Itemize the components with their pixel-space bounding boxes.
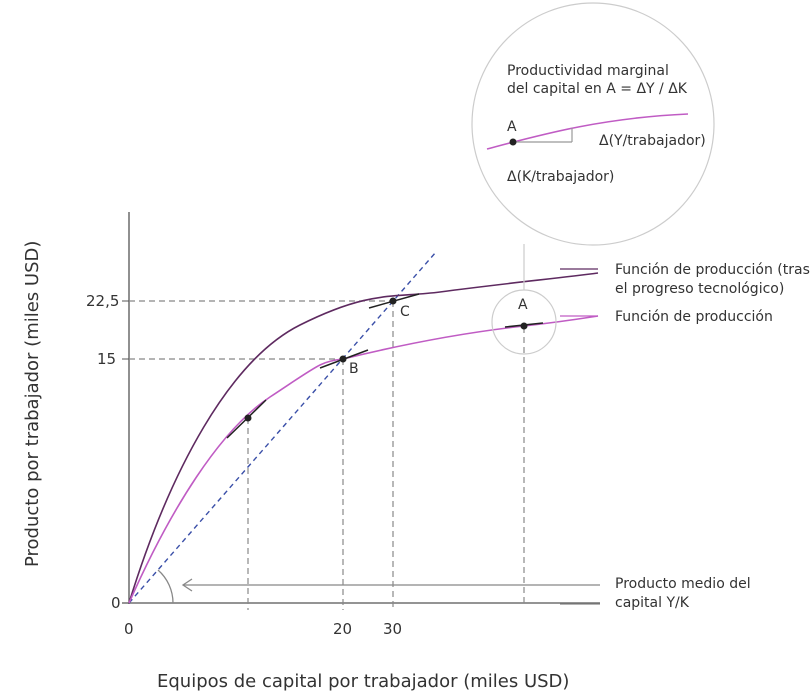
point-c-label: C <box>400 304 410 320</box>
point-b <box>339 355 347 363</box>
point-a-label: A <box>518 297 528 313</box>
point-unlabeled <box>244 414 252 422</box>
avg-product-line2: capital Y/K <box>615 595 689 611</box>
inset-title-line1: Productividad marginal <box>507 63 669 79</box>
x-tick-0: 0 <box>124 620 134 638</box>
x-axis-title: Equipos de capital por trabajador (miles… <box>157 671 570 692</box>
inset-point-a <box>509 138 517 146</box>
legend-upper-line1: Función de producción (tras <box>615 262 810 278</box>
point-b-label: B <box>349 361 359 377</box>
point-a <box>520 322 528 330</box>
legend-lower: Función de producción <box>615 309 773 325</box>
tangent-lines <box>226 293 544 439</box>
inset-dx-label: Δ(K/trabajador) <box>507 169 615 185</box>
inset-title-line2: del capital en A = ΔY / ΔK <box>507 81 687 97</box>
arrow-head-icon <box>181 578 193 592</box>
x-tick-20: 20 <box>333 620 353 638</box>
production-function-after-tech-curve <box>128 272 599 604</box>
y-tick-0: 0 <box>111 594 121 612</box>
avg-product-line1: Producto medio del <box>615 576 751 592</box>
guide-lines <box>129 300 525 610</box>
y-tick-22-5: 22,5 <box>86 292 120 310</box>
point-c <box>389 297 397 305</box>
y-axis-title: Producto por trabajador (miles USD) <box>22 240 43 567</box>
angle-arc <box>157 569 174 604</box>
legend-upper-line2: el progreso tecnológico) <box>615 281 785 297</box>
inset-dy-label: Δ(Y/trabajador) <box>599 133 706 149</box>
average-product-ray <box>128 251 437 604</box>
inset-curve <box>486 113 689 150</box>
y-tick-15: 15 <box>97 350 117 368</box>
inset-point-label: A <box>507 119 517 135</box>
x-tick-30: 30 <box>383 620 403 638</box>
